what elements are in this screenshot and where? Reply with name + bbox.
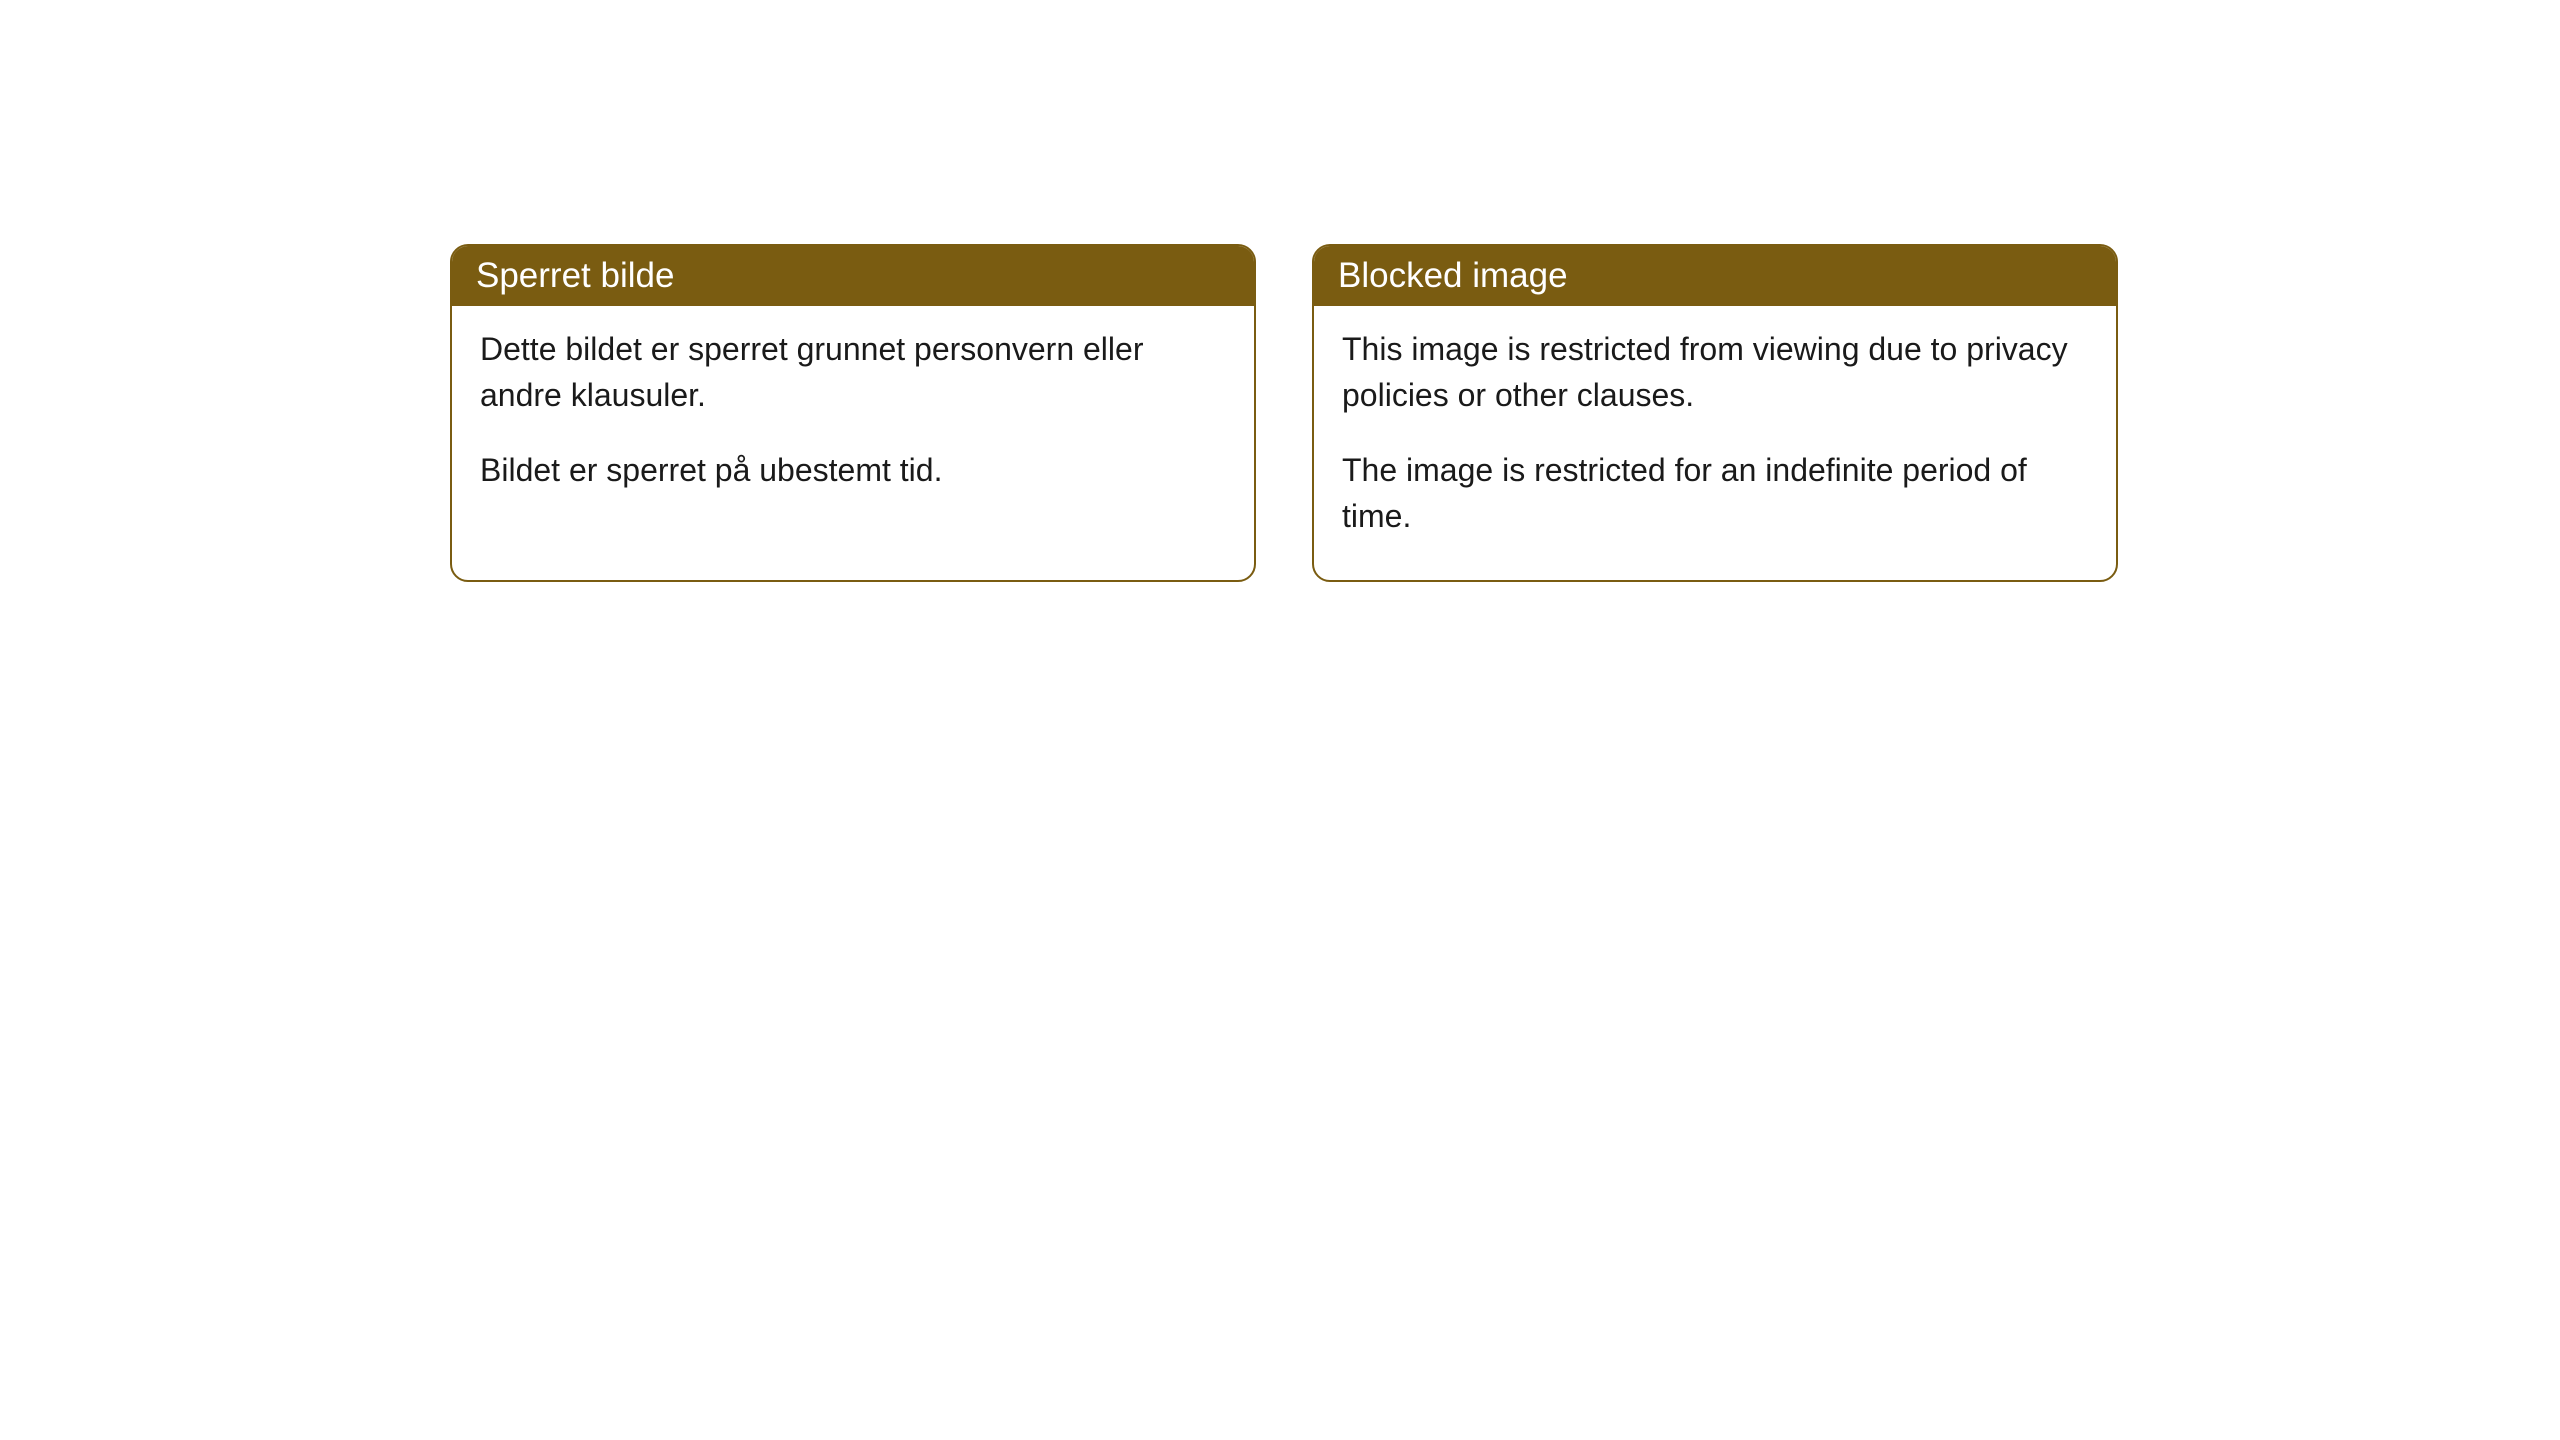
notice-title: Blocked image — [1338, 256, 1568, 295]
notice-paragraph: This image is restricted from viewing du… — [1342, 326, 2088, 419]
notice-card-norwegian: Sperret bilde Dette bildet er sperret gr… — [450, 244, 1256, 582]
notice-header-english: Blocked image — [1314, 246, 2116, 306]
notice-body-english: This image is restricted from viewing du… — [1314, 306, 2116, 580]
notice-card-english: Blocked image This image is restricted f… — [1312, 244, 2118, 582]
notice-header-norwegian: Sperret bilde — [452, 246, 1254, 306]
notice-body-norwegian: Dette bildet er sperret grunnet personve… — [452, 306, 1254, 533]
notice-paragraph: The image is restricted for an indefinit… — [1342, 447, 2088, 540]
notice-container: Sperret bilde Dette bildet er sperret gr… — [450, 244, 2118, 582]
notice-paragraph: Bildet er sperret på ubestemt tid. — [480, 447, 1226, 493]
notice-title: Sperret bilde — [476, 256, 674, 295]
notice-paragraph: Dette bildet er sperret grunnet personve… — [480, 326, 1226, 419]
